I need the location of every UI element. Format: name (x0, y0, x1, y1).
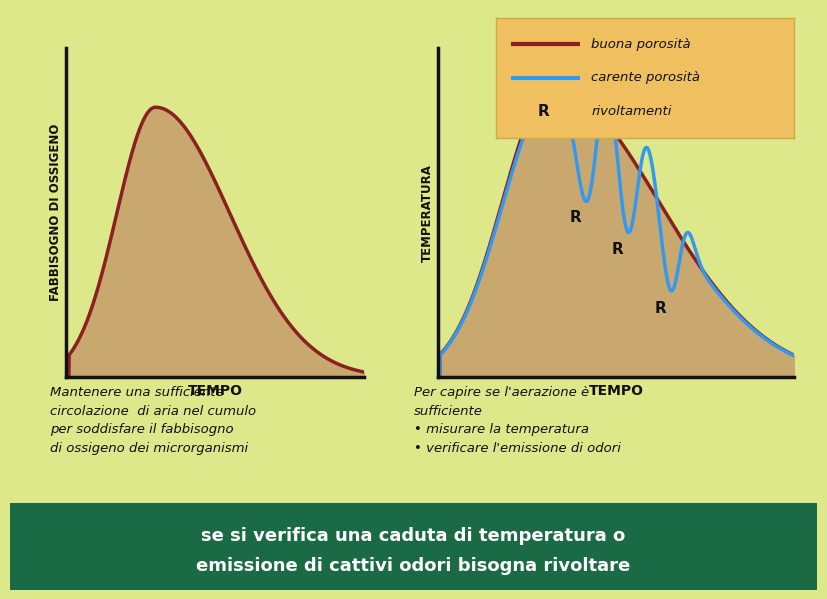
Y-axis label: FABBISOGNO DI OSSIGENO: FABBISOGNO DI OSSIGENO (49, 124, 62, 301)
X-axis label: TEMPO: TEMPO (589, 385, 643, 398)
Text: rivoltamenti: rivoltamenti (591, 105, 672, 118)
Text: Mantenere una sufficiente
circolazione  di aria nel cumulo
per soddisfare il fab: Mantenere una sufficiente circolazione d… (50, 386, 256, 455)
Text: R: R (655, 301, 667, 316)
Text: se si verifica una caduta di temperatura o: se si verifica una caduta di temperatura… (202, 527, 625, 545)
Text: R: R (569, 210, 581, 225)
Text: carente porosità: carente porosità (591, 71, 700, 84)
Text: emissione di cattivi odori bisogna rivoltare: emissione di cattivi odori bisogna rivol… (196, 556, 631, 574)
Text: R: R (538, 104, 550, 119)
Y-axis label: TEMPERATURA: TEMPERATURA (421, 164, 434, 262)
Text: buona porosità: buona porosità (591, 38, 691, 51)
Text: R: R (612, 242, 624, 257)
Text: Per capire se l'aerazione è
sufficiente
• misurare la temperatura
• verificare l: Per capire se l'aerazione è sufficiente … (414, 386, 620, 455)
X-axis label: TEMPO: TEMPO (188, 385, 242, 398)
